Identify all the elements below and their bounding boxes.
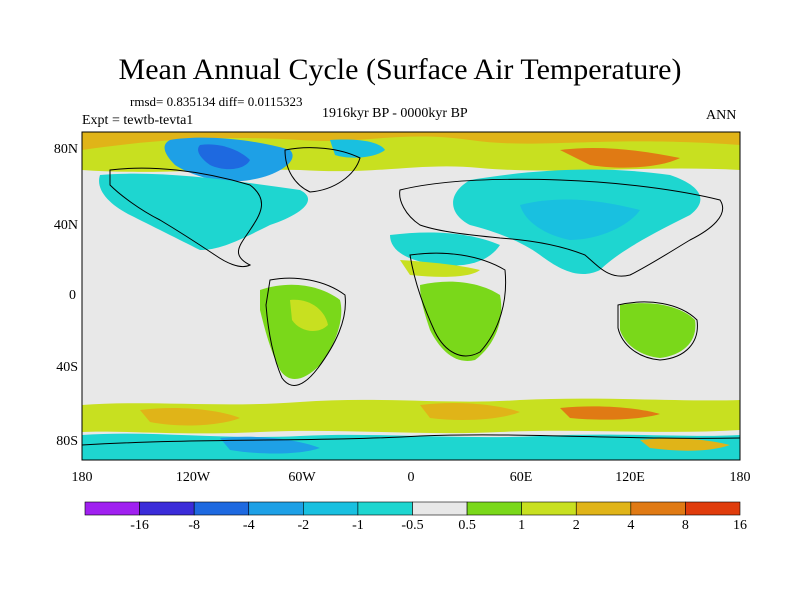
colorbar-label: -16: [130, 518, 149, 533]
colorbar-label: 0.5: [458, 518, 476, 533]
colorbar-label: 8: [681, 518, 689, 533]
lon-label-120w: 120W: [175, 470, 211, 485]
map-frame: [81, 131, 741, 461]
colorbar-swatch: [248, 501, 304, 516]
lat-label-80s: 80S: [56, 434, 78, 449]
colorbar-label: 4: [627, 518, 635, 533]
coastlines: [81, 147, 741, 446]
arctic-anomaly-band: [82, 132, 740, 182]
colorbar-swatch: [630, 501, 686, 516]
colorbar-swatch: [84, 501, 140, 516]
colorbar-swatch: [466, 501, 522, 516]
nh-cooling-region: [99, 169, 701, 275]
lat-label-40s: 40S: [56, 360, 78, 375]
colorbar-swatch: [521, 501, 577, 516]
experiment-label: Expt = tewtb-tevta1: [82, 113, 194, 128]
lat-label-0: 0: [69, 288, 76, 303]
southern-ocean-band: [82, 398, 740, 460]
colorbar-label: 1: [518, 518, 526, 533]
colorbar: [84, 501, 741, 516]
lat-label-80n: 80N: [53, 142, 78, 157]
lon-label-180e: 180: [729, 470, 751, 485]
colorbar-swatch: [193, 501, 250, 516]
stats-text: rmsd= 0.835134 diff= 0.0115323: [130, 94, 303, 109]
colorbar-swatch: [357, 501, 413, 516]
lon-label-180w: 180: [71, 470, 93, 485]
lat-label-40n: 40N: [53, 218, 78, 233]
colorbar-swatch: [303, 501, 359, 516]
colorbar-label: -1: [352, 518, 364, 533]
season-label: ANN: [706, 108, 737, 123]
colorbar-label: 16: [733, 518, 747, 533]
colorbar-label: -0.5: [401, 518, 424, 533]
lon-label-60w: 60W: [288, 470, 316, 485]
colorbar-label: -8: [188, 518, 200, 533]
colorbar-swatch: [575, 501, 632, 516]
colorbar-label: 2: [572, 518, 580, 533]
colorbar-label: -4: [242, 518, 255, 533]
colorbar-swatch: [412, 501, 468, 516]
period-label: 1916kyr BP - 0000kyr BP: [322, 106, 468, 121]
colorbar-label: -2: [297, 518, 310, 533]
map-title: Mean Annual Cycle (Surface Air Temperatu…: [118, 53, 682, 86]
colorbar-swatch: [685, 501, 741, 516]
colorbar-swatch: [139, 501, 195, 516]
lon-label-120e: 120E: [615, 470, 645, 485]
lon-label-60e: 60E: [509, 470, 533, 485]
lon-label-0: 0: [407, 470, 415, 485]
